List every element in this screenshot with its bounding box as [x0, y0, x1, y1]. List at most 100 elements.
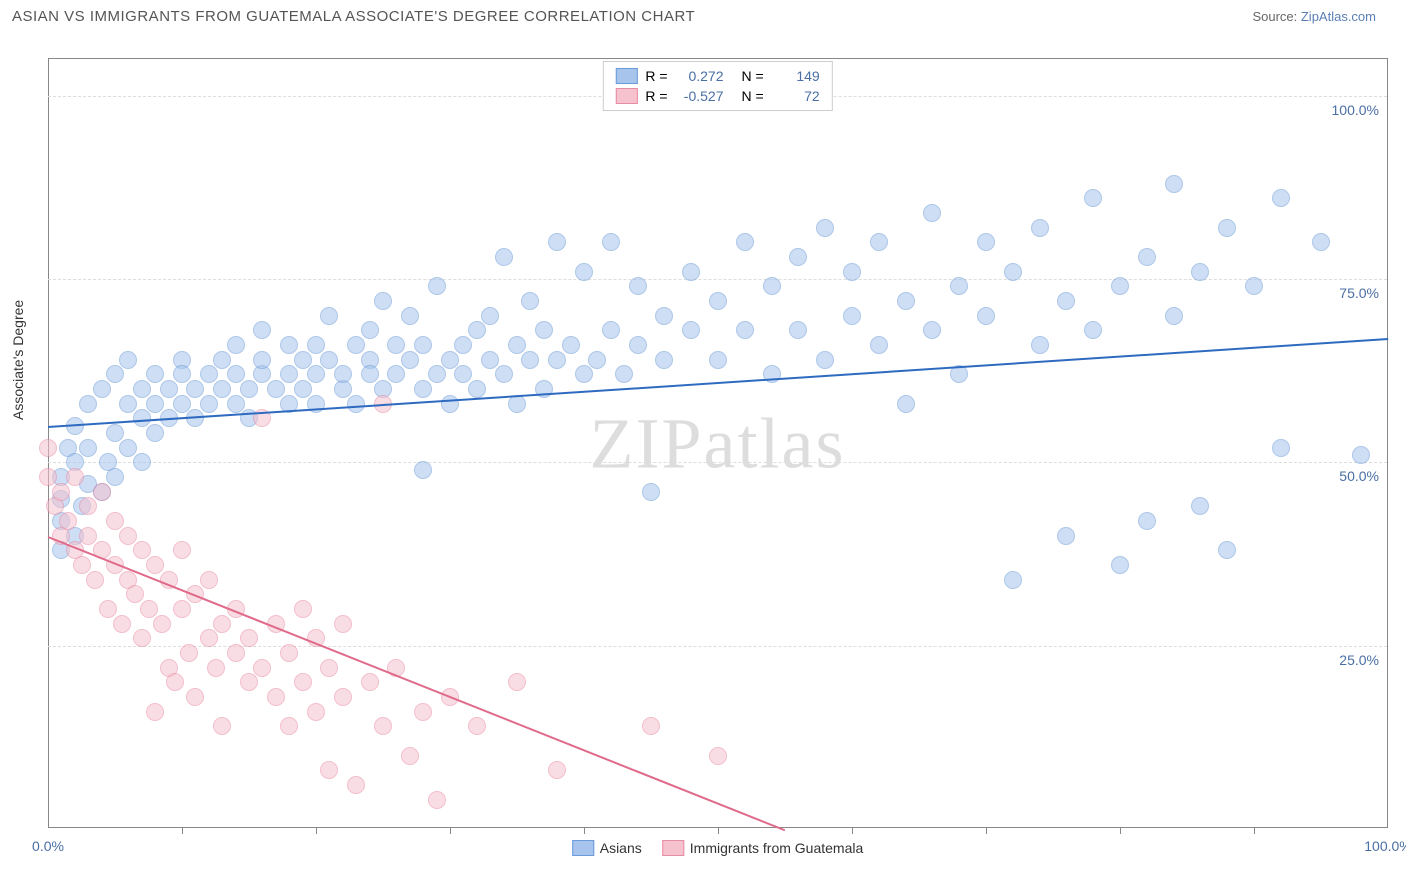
- scatter-point: [99, 600, 117, 618]
- scatter-point: [870, 233, 888, 251]
- scatter-point: [140, 600, 158, 618]
- scatter-point: [481, 307, 499, 325]
- scatter-point: [66, 468, 84, 486]
- scatter-point: [870, 336, 888, 354]
- scatter-point: [414, 461, 432, 479]
- scatter-point: [294, 380, 312, 398]
- scatter-point: [1084, 189, 1102, 207]
- x-tick-label: 100.0%: [1364, 838, 1406, 854]
- x-tick: [852, 828, 853, 834]
- scatter-point: [146, 556, 164, 574]
- y-tick-label: 100.0%: [1332, 102, 1379, 118]
- scatter-point: [320, 761, 338, 779]
- scatter-point: [240, 380, 258, 398]
- scatter-point: [629, 336, 647, 354]
- scatter-point: [253, 659, 271, 677]
- scatter-point: [588, 351, 606, 369]
- scatter-point: [106, 512, 124, 530]
- y-tick-label: 50.0%: [1339, 468, 1379, 484]
- scatter-point: [320, 659, 338, 677]
- scatter-point: [1272, 189, 1290, 207]
- scatter-point: [253, 321, 271, 339]
- scatter-point: [213, 380, 231, 398]
- y-axis-label: Associate's Degree: [10, 300, 26, 420]
- scatter-point: [655, 307, 673, 325]
- legend-swatch: [615, 88, 637, 104]
- scatter-point: [280, 717, 298, 735]
- scatter-point: [200, 395, 218, 413]
- scatter-point: [52, 483, 70, 501]
- scatter-point: [1165, 175, 1183, 193]
- scatter-point: [602, 321, 620, 339]
- r-label: R =: [645, 88, 667, 104]
- scatter-point: [59, 512, 77, 530]
- scatter-point: [207, 659, 225, 677]
- scatter-point: [173, 365, 191, 383]
- scatter-point: [923, 204, 941, 222]
- scatter-point: [1165, 307, 1183, 325]
- scatter-point: [146, 365, 164, 383]
- n-label: N =: [742, 88, 764, 104]
- scatter-point: [146, 395, 164, 413]
- scatter-point: [347, 395, 365, 413]
- chart-plot-area: ZIPatlas R =0.272N =149R =-0.527N =72 As…: [48, 58, 1388, 828]
- scatter-point: [615, 365, 633, 383]
- x-tick: [986, 828, 987, 834]
- scatter-point: [602, 233, 620, 251]
- scatter-point: [320, 307, 338, 325]
- scatter-point: [1191, 263, 1209, 281]
- scatter-point: [166, 673, 184, 691]
- scatter-point: [1245, 277, 1263, 295]
- scatter-point: [334, 365, 352, 383]
- legend-series-label: Asians: [600, 840, 642, 856]
- scatter-point: [153, 615, 171, 633]
- series-legend: AsiansImmigrants from Guatemala: [572, 840, 864, 856]
- scatter-point: [521, 292, 539, 310]
- scatter-point: [629, 277, 647, 295]
- scatter-point: [548, 761, 566, 779]
- scatter-point: [79, 395, 97, 413]
- y-tick-label: 25.0%: [1339, 652, 1379, 668]
- scatter-point: [361, 365, 379, 383]
- scatter-point: [73, 556, 91, 574]
- scatter-point: [267, 688, 285, 706]
- source-attribution: Source: ZipAtlas.com: [1252, 9, 1376, 24]
- scatter-point: [79, 527, 97, 545]
- scatter-point: [521, 351, 539, 369]
- scatter-point: [133, 453, 151, 471]
- correlation-legend: R =0.272N =149R =-0.527N =72: [602, 61, 832, 111]
- scatter-point: [763, 277, 781, 295]
- legend-swatch: [572, 840, 594, 856]
- scatter-point: [535, 321, 553, 339]
- scatter-point: [146, 703, 164, 721]
- scatter-point: [334, 615, 352, 633]
- scatter-point: [387, 365, 405, 383]
- scatter-point: [213, 717, 231, 735]
- scatter-point: [39, 439, 57, 457]
- scatter-point: [106, 468, 124, 486]
- scatter-point: [428, 277, 446, 295]
- scatter-point: [133, 629, 151, 647]
- scatter-point: [93, 483, 111, 501]
- scatter-point: [280, 644, 298, 662]
- watermark-text: ZIPatlas: [590, 402, 846, 485]
- legend-series-item: Asians: [572, 840, 642, 856]
- scatter-point: [468, 321, 486, 339]
- legend-swatch: [615, 68, 637, 84]
- source-link[interactable]: ZipAtlas.com: [1301, 9, 1376, 24]
- scatter-point: [227, 336, 245, 354]
- scatter-point: [186, 380, 204, 398]
- scatter-point: [736, 321, 754, 339]
- scatter-point: [495, 248, 513, 266]
- scatter-point: [213, 615, 231, 633]
- scatter-point: [548, 233, 566, 251]
- scatter-point: [682, 263, 700, 281]
- scatter-point: [200, 365, 218, 383]
- scatter-point: [655, 351, 673, 369]
- scatter-point: [334, 688, 352, 706]
- r-value: -0.527: [676, 88, 724, 104]
- scatter-point: [1191, 497, 1209, 515]
- scatter-point: [414, 380, 432, 398]
- scatter-point: [709, 747, 727, 765]
- scatter-point: [119, 439, 137, 457]
